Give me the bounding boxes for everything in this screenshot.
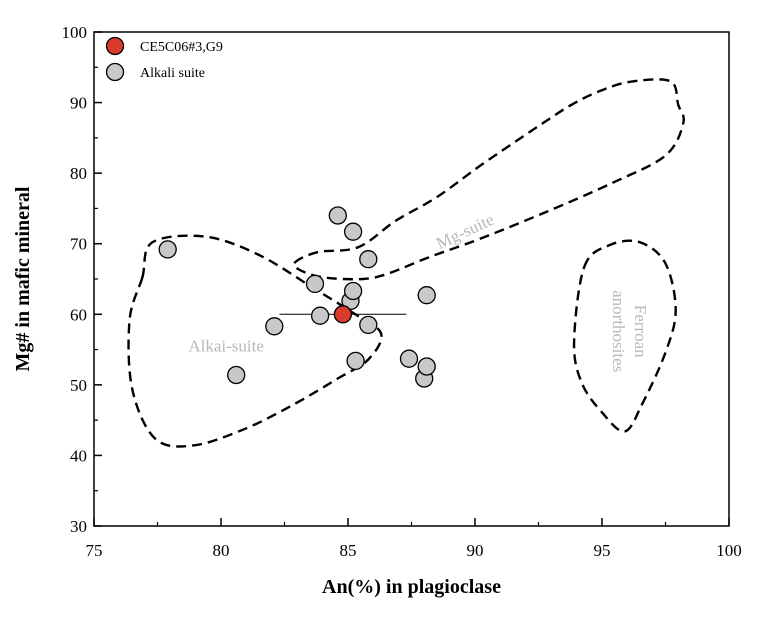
data-point (359, 250, 378, 269)
y-tick-label: 100 (62, 23, 88, 42)
legend-label: CE5C06#3,G9 (140, 40, 223, 55)
x-axis: 75 80 85 90 95 100 (86, 518, 742, 560)
y-tick-label: 70 (70, 235, 87, 254)
y-tick-label: 40 (70, 446, 87, 465)
x-axis-title: An(%) in plagioclase (322, 576, 501, 598)
region-label-line: anorthosites (609, 290, 628, 372)
legend-marker (105, 36, 125, 56)
y-tick-label: 90 (70, 94, 87, 113)
legend: CE5C06#3,G9 Alkali suite (105, 36, 223, 82)
legend-marker (105, 62, 125, 82)
region-layer: Mg-suite Alkai-suite Ferroananorthosites (127, 78, 685, 448)
x-tick-label: 85 (340, 541, 357, 560)
x-tick-label: 75 (86, 541, 103, 560)
data-point (265, 317, 284, 336)
data-point (343, 281, 363, 301)
x-tick-label: 90 (467, 541, 484, 560)
region-label-line: Ferroan (631, 305, 650, 358)
data-point (158, 240, 177, 259)
data-point (328, 206, 347, 225)
data-point (310, 306, 330, 325)
data-point (417, 286, 436, 305)
data-point (305, 274, 325, 294)
data-point (399, 349, 419, 368)
data-point (417, 357, 436, 376)
plot-frame (93, 31, 730, 527)
data-point (343, 222, 363, 241)
region-outline-0 (292, 78, 685, 281)
y-axis-title: Mg# in mafic mineral (12, 186, 34, 371)
data-point (346, 351, 365, 371)
data-point (333, 305, 353, 324)
x-tick-label: 80 (213, 541, 230, 560)
region-outline-2 (572, 239, 677, 433)
region-label-2: Ferroananorthosites (609, 290, 650, 372)
y-tick-label: 50 (70, 376, 87, 395)
x-tick-label: 100 (716, 541, 742, 560)
y-tick-label: 80 (70, 164, 87, 183)
y-axis: 30 40 50 60 70 80 90 100 (62, 23, 102, 536)
legend-label: Alkali suite (140, 66, 205, 81)
y-tick-label: 30 (70, 517, 87, 536)
data-point (227, 365, 246, 385)
region-label-0: Mg-suite (433, 210, 497, 253)
data-point (359, 315, 378, 335)
region-label-1: Alkai-suite (188, 336, 264, 355)
x-tick-label: 95 (594, 541, 611, 560)
region-outline-1 (127, 234, 383, 448)
y-tick-label: 60 (70, 305, 87, 324)
point-layer (158, 206, 436, 388)
